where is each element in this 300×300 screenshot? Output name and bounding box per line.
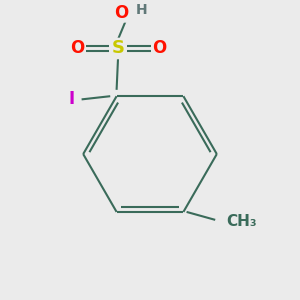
Text: H: H <box>136 2 148 16</box>
Text: O: O <box>152 40 167 58</box>
Text: I: I <box>69 90 75 108</box>
Text: O: O <box>70 40 84 58</box>
Text: O: O <box>114 4 128 22</box>
Text: CH₃: CH₃ <box>226 214 257 229</box>
Text: S: S <box>112 40 125 58</box>
